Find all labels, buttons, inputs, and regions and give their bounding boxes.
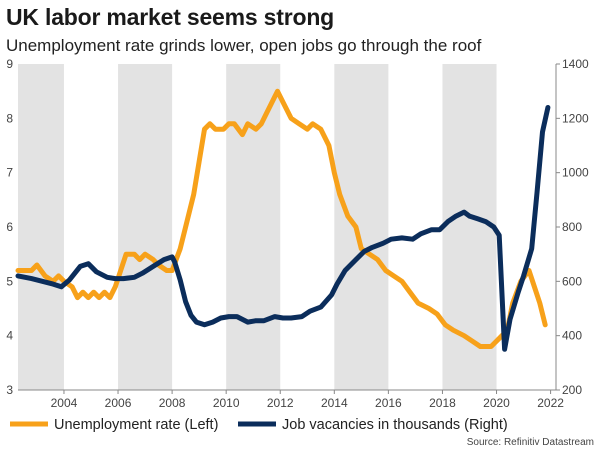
left-tick-label-5: 5 [6,274,13,288]
x-tick-label-2010: 2010 [213,396,240,410]
chart-title: UK labor market seems strong [6,4,335,30]
x-tick-label-2020: 2020 [483,396,510,410]
right-tick-label-1400: 1400 [562,57,589,71]
left-tick-label-3: 3 [6,383,13,397]
legend-label-vacancies: Job vacancies in thousands (Right) [282,417,508,433]
left-tick-label-8: 8 [6,111,13,125]
right-tick-label-600: 600 [562,274,582,288]
left-tick-label-9: 9 [6,57,13,71]
shaded-band-4 [442,64,497,390]
shaded-year-bands [18,64,497,390]
x-tick-label-2016: 2016 [375,396,402,410]
x-tick-label-2006: 2006 [105,396,132,410]
legend: Unemployment rate (Left) Job vacancies i… [10,417,508,433]
series-line-vacancies [15,105,551,352]
series-lines [15,88,551,352]
x-tick-label-2008: 2008 [159,396,186,410]
x-tick-label-2018: 2018 [429,396,456,410]
right-tick-label-800: 800 [562,220,582,234]
shaded-band-1 [118,64,173,390]
source-note: Source: Refinitiv Datastream [467,437,594,448]
right-tick-label-1000: 1000 [562,166,589,180]
right-tick-label-200: 200 [562,383,582,397]
x-tick-label-2012: 2012 [267,396,294,410]
x-tick-label-2014: 2014 [321,396,348,410]
shaded-band-0 [18,64,64,390]
right-tick-label-1200: 1200 [562,111,589,125]
tick-labels: 3 4 5 6 7 8 9 200 400 600 800 1000 1200 1400 2004 2006 2… [6,57,589,410]
left-tick-label-6: 6 [6,220,13,234]
right-tick-label-400: 400 [562,329,582,343]
shaded-band-2 [226,64,281,390]
x-tick-label-2004: 2004 [51,396,78,410]
chart-subtitle: Unemployment rate grinds lower, open job… [6,36,482,55]
left-tick-label-4: 4 [6,329,13,343]
left-tick-label-7: 7 [6,166,13,180]
series-line-unemployment [15,88,548,349]
legend-label-unemployment: Unemployment rate (Left) [54,417,218,433]
shaded-band-3 [334,64,389,390]
x-tick-label-2022: 2022 [537,396,564,410]
